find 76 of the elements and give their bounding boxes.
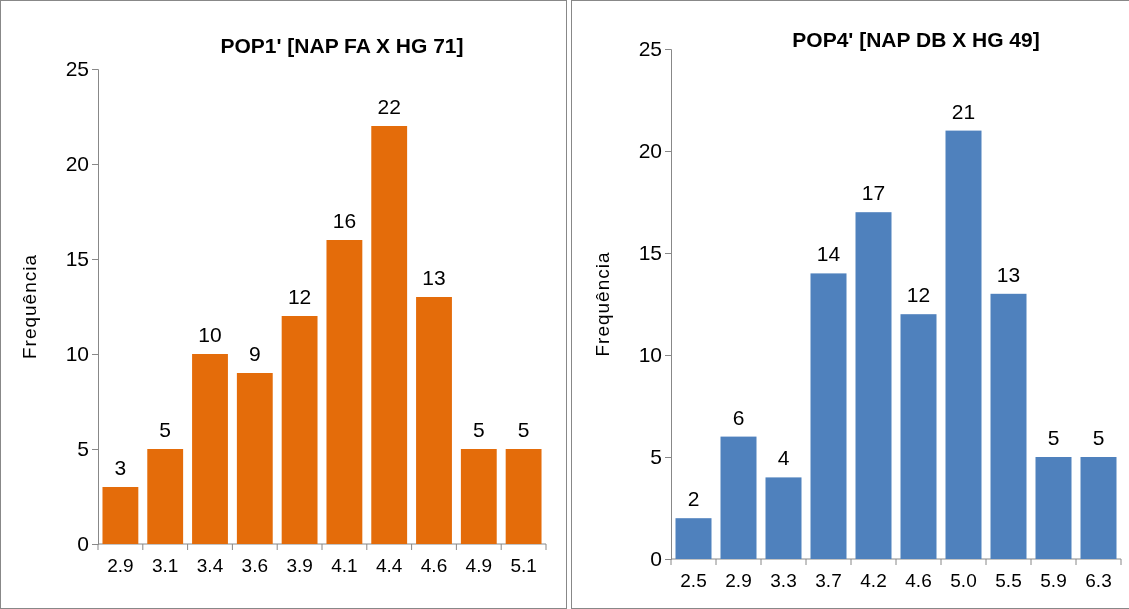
y-tick-label: 0: [650, 547, 662, 571]
bar: [675, 518, 712, 559]
data-label: 10: [198, 323, 222, 346]
bar: [765, 477, 802, 559]
x-tick-label: 3.9: [286, 554, 313, 576]
x-tick-label: 5.0: [950, 569, 977, 591]
x-tick-label: 6.3: [1085, 569, 1112, 591]
x-tick-label: 3.7: [815, 569, 842, 591]
x-tick-label: 3.4: [196, 554, 224, 576]
data-label: 17: [861, 181, 886, 205]
data-label: 13: [996, 262, 1021, 286]
x-tick-label: 4.2: [860, 569, 887, 591]
bar: [192, 354, 228, 544]
data-label: 5: [517, 418, 530, 441]
x-tick-label: 5.1: [510, 554, 537, 576]
bar: [855, 212, 892, 559]
y-tick-label: 20: [65, 152, 89, 176]
bar: [810, 273, 847, 559]
x-tick-label: 4.9: [465, 554, 493, 576]
data-label: 5: [1092, 426, 1105, 449]
x-tick-label: 4.1: [331, 554, 358, 576]
bar: [460, 449, 497, 544]
y-axis-title: Frequência: [592, 251, 613, 357]
bar: [371, 126, 408, 544]
data-label: 5: [159, 418, 172, 441]
x-tick-label: 4.4: [375, 554, 403, 576]
bar: [990, 293, 1027, 559]
bar: [281, 316, 318, 544]
data-label: 21: [951, 99, 976, 123]
x-tick-label: 3.6: [241, 554, 269, 576]
bar: [326, 240, 363, 544]
y-tick-label: 20: [638, 139, 662, 163]
data-label: 22: [377, 95, 401, 118]
y-tick-label: 5: [650, 445, 662, 469]
y-tick-label: 10: [65, 342, 89, 366]
data-label: 12: [906, 283, 931, 307]
bar: [1035, 457, 1072, 559]
y-axis-title: Frequência: [19, 253, 40, 360]
data-label: 14: [816, 242, 841, 266]
data-label: 6: [732, 405, 745, 429]
chart-title: POP1' [NAP FA X HG 71]: [220, 34, 464, 57]
bar: [505, 449, 542, 544]
y-tick-label: 0: [77, 532, 89, 556]
x-tick-label: 2.9: [725, 569, 752, 591]
bar: [147, 449, 184, 544]
data-label: 3: [114, 456, 127, 479]
bar: [900, 314, 937, 559]
x-tick-label: 3.3: [770, 569, 797, 591]
bar: [416, 297, 452, 544]
x-tick-label: 3.1: [151, 554, 179, 576]
bar: [1080, 457, 1117, 559]
x-tick-label: 2.5: [680, 569, 707, 591]
x-tick-label: 5.9: [1040, 569, 1067, 591]
data-label: 9: [248, 342, 261, 365]
bar: [945, 130, 982, 559]
y-tick-label: 15: [638, 241, 662, 265]
y-tick-label: 25: [638, 37, 662, 61]
y-tick-label: 10: [638, 343, 662, 367]
x-tick-label: 5.5: [995, 569, 1022, 591]
data-label: 16: [332, 209, 357, 232]
bar: [720, 436, 757, 559]
data-label: 4: [777, 446, 790, 470]
x-tick-label: 4.6: [420, 554, 448, 576]
x-tick-label: 4.6: [905, 569, 932, 591]
y-tick-label: 25: [65, 57, 89, 81]
data-label: 13: [422, 266, 446, 289]
y-tick-label: 15: [65, 247, 89, 271]
bar: [236, 373, 273, 544]
x-tick-label: 2.9: [107, 554, 134, 576]
bar: [102, 487, 139, 544]
y-tick-label: 5: [77, 437, 89, 461]
data-label: 5: [472, 418, 485, 441]
data-label: 2: [687, 487, 700, 511]
chart-title: POP4' [NAP DB X HG 49]: [792, 28, 1040, 51]
data-label: 5: [1047, 426, 1060, 449]
data-label: 12: [287, 285, 312, 308]
